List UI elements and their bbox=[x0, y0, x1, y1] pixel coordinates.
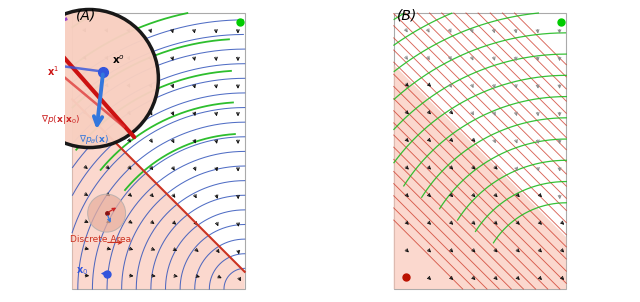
Text: $\nabla p_\theta(\mathbf{x})$: $\nabla p_\theta(\mathbf{x})$ bbox=[79, 133, 109, 146]
Text: $\mathbf{x}^1$: $\mathbf{x}^1$ bbox=[47, 64, 59, 78]
Text: Discrete Area: Discrete Area bbox=[70, 236, 131, 244]
Text: $\mathbf{x}_0$: $\mathbf{x}_0$ bbox=[76, 265, 88, 277]
Text: (A): (A) bbox=[76, 9, 96, 23]
Text: $\mathbf{x}^{o}$: $\mathbf{x}^{o}$ bbox=[112, 54, 125, 66]
Circle shape bbox=[20, 9, 158, 148]
Polygon shape bbox=[394, 65, 566, 289]
Circle shape bbox=[88, 194, 125, 232]
Polygon shape bbox=[72, 99, 244, 289]
Text: (B): (B) bbox=[397, 9, 417, 23]
Text: $\nabla p(\mathbf{x}|\mathbf{x}_0)$: $\nabla p(\mathbf{x}|\mathbf{x}_0)$ bbox=[41, 113, 80, 126]
